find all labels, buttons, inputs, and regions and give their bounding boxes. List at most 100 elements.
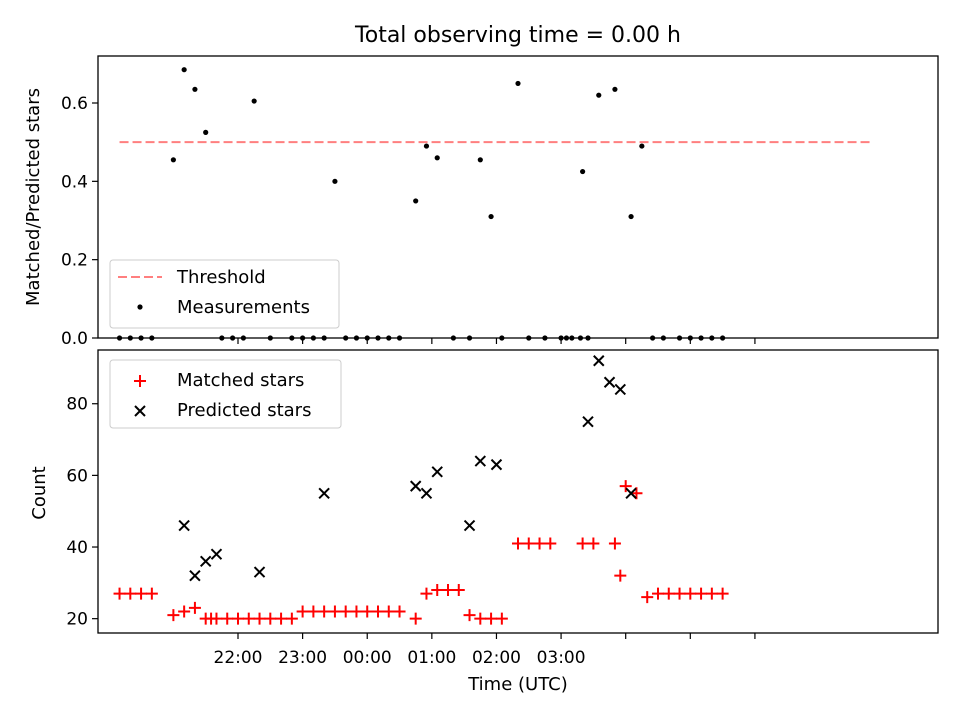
measurement-point (181, 67, 187, 73)
matched-star-point (339, 605, 352, 618)
bottom-legend: Matched stars Predicted stars (109, 359, 342, 429)
matched-star-point (232, 612, 244, 625)
predicted-star-point (463, 519, 476, 532)
matched-star-point (652, 587, 664, 600)
x-tick-label: 03:00 (537, 648, 586, 668)
matched-star-point (544, 537, 557, 550)
matched-star-point (684, 587, 697, 600)
matched-star-point (393, 605, 406, 618)
measurement-point (628, 213, 634, 220)
matched-star-point (372, 605, 384, 618)
matched-legend-label: Matched stars (177, 370, 304, 391)
measurement-point (413, 198, 419, 204)
matched-star-point (705, 587, 718, 600)
matched-star-point (124, 587, 137, 600)
predicted-legend-marker (134, 405, 146, 417)
measurements-legend-label: Measurements (177, 297, 310, 318)
matched-star-point (495, 612, 508, 625)
matched-star-point (485, 612, 498, 625)
matched-star-point (361, 605, 374, 618)
x-tick-label: 01:00 (407, 648, 456, 668)
measurement-point (580, 168, 586, 175)
matched-star-point (474, 612, 487, 625)
measurement-point (434, 155, 440, 161)
bottom-axes-frame (97, 349, 939, 634)
predicted-star-point (318, 487, 330, 499)
predicted-star-point (625, 487, 637, 499)
y-tick-label: 20 (66, 610, 88, 630)
predicted-star-point (210, 548, 223, 560)
matched-star-point (382, 605, 395, 618)
matched-star-point (275, 612, 288, 625)
x-tick-label: 00:00 (343, 648, 392, 668)
measurement-point (332, 178, 338, 184)
matched-star-point (210, 612, 223, 625)
matched-star-point (409, 612, 422, 625)
measurement-point (639, 143, 645, 149)
matched-star-point (512, 537, 524, 550)
x-axis-label: Time (UTC) (467, 674, 568, 695)
top-y-ticks: 0.0 0.2 0.4 0.6 (61, 94, 98, 349)
matched-star-point (221, 612, 234, 625)
matched-star-point (608, 537, 621, 550)
matched-star-point (178, 605, 191, 618)
bottom-x-ticks: 22:00 23:00 00:00 01:00 02:00 03:00 (214, 633, 756, 668)
matched-star-point (296, 605, 309, 618)
top-x-ticks (237, 338, 756, 344)
matched-star-point (452, 584, 465, 597)
x-tick-label: 22:00 (214, 648, 263, 668)
measurement-point (170, 157, 176, 163)
matched-star-point (188, 601, 201, 614)
bottom-y-ticks: 20 40 60 80 (66, 395, 98, 630)
predicted-star-point (199, 555, 212, 568)
matched-legend-marker (134, 375, 146, 387)
matched-star-point (328, 605, 341, 618)
threshold-legend-label: Threshold (176, 267, 266, 288)
matched-star-point (307, 605, 320, 618)
matched-star-point (695, 587, 708, 600)
predicted-star-point (420, 487, 433, 499)
predicted-star-point (614, 383, 627, 396)
measurement-point (596, 92, 602, 98)
matched-star-point (576, 537, 589, 550)
bottom-y-axis-label: Count (29, 466, 50, 519)
matched-star-point (641, 591, 654, 604)
predicted-star-point (178, 519, 190, 532)
predicted-star-point (409, 480, 422, 492)
measurements-legend-marker (137, 304, 143, 310)
matched-star-point (113, 587, 126, 600)
matched-star-point (533, 537, 546, 550)
bottom-legend-box (109, 359, 342, 429)
bottom-plot-area (113, 355, 729, 625)
y-tick-label: 0.4 (61, 172, 88, 192)
matched-star-point (673, 587, 686, 600)
top-y-axis-label: Matched/Predicted stars (23, 88, 44, 306)
predicted-legend-label: Predicted stars (177, 400, 311, 421)
y-tick-label: 0.0 (61, 329, 88, 349)
predicted-star-point (431, 466, 443, 478)
y-tick-label: 40 (66, 538, 88, 558)
measurement-point (515, 80, 521, 87)
matched-star-point (318, 605, 331, 618)
predicted-star-point (490, 458, 503, 471)
top-legend: Threshold Measurements (109, 259, 340, 329)
measurement-point (203, 129, 209, 135)
matched-star-point (350, 605, 363, 618)
matched-star-point (431, 584, 444, 597)
y-tick-label: 0.2 (61, 251, 88, 271)
chart-title: Total observing time = 0.00 h (354, 23, 681, 48)
top-legend-box (109, 259, 340, 329)
matched-star-point (587, 537, 600, 550)
matched-star-point (285, 612, 298, 625)
matched-star-point (145, 587, 158, 600)
measurement-point (192, 86, 198, 92)
matched-star-point (716, 587, 729, 600)
matched-star-point (167, 609, 180, 622)
predicted-star-point (474, 455, 487, 467)
predicted-star-point (189, 569, 201, 582)
y-tick-label: 0.6 (61, 94, 88, 114)
top-panel: 0.0 0.2 0.4 0.6 Matched/Predicted stars Thr… (23, 55, 939, 349)
matched-star-point (253, 612, 266, 625)
